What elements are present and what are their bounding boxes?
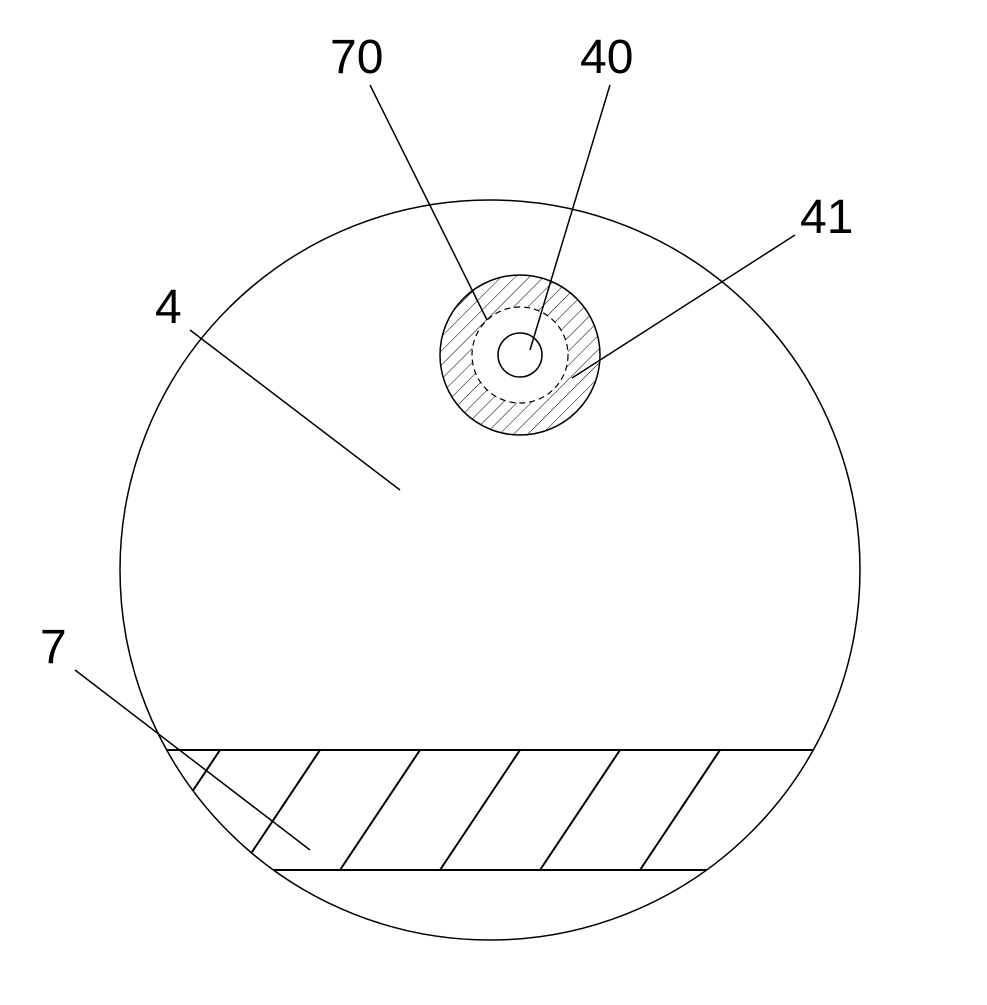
- label-41: 41: [800, 190, 853, 245]
- bottom-band: [120, 750, 900, 870]
- label-70: 70: [330, 30, 383, 85]
- inner-assembly: [420, 255, 620, 455]
- leader-4: [190, 330, 400, 490]
- diagram-svg: [0, 0, 987, 1000]
- leader-lines: [75, 85, 795, 850]
- leader-7: [75, 670, 310, 850]
- diagram-container: 70 40 41 4 7: [0, 0, 987, 1000]
- label-4: 4: [155, 280, 182, 335]
- label-7: 7: [40, 620, 67, 675]
- label-40: 40: [580, 30, 633, 85]
